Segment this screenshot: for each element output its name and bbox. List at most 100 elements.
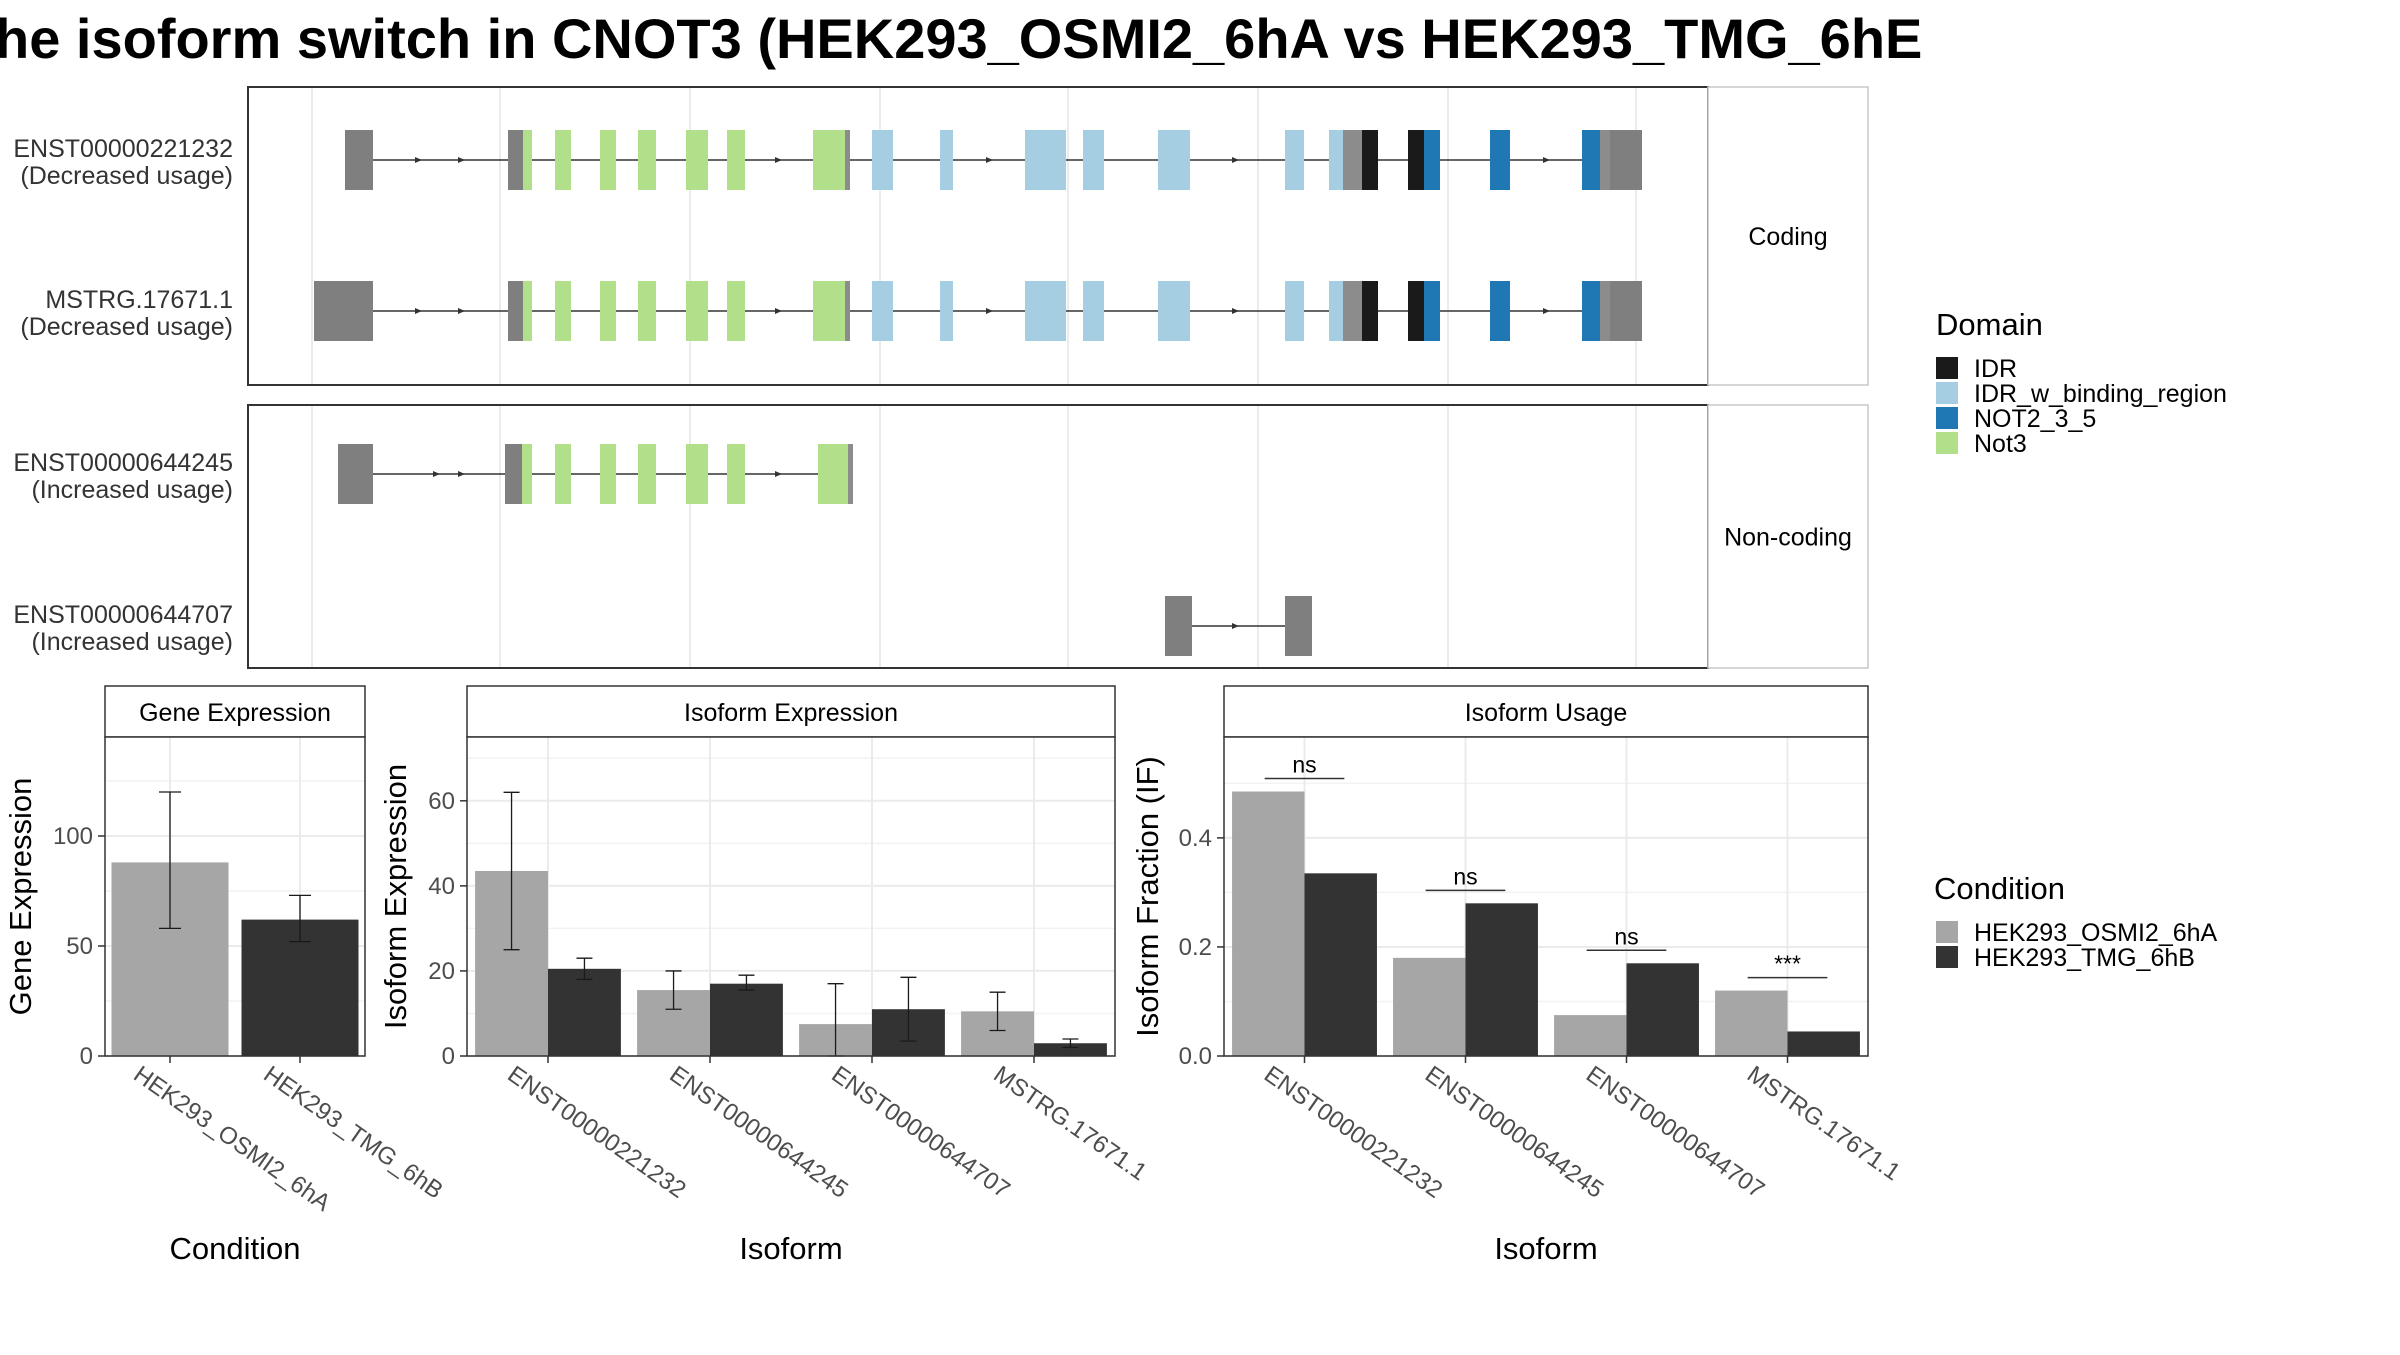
transcript-usage-label: (Decreased usage) [20,162,233,190]
domain-legend-key [1936,357,1958,379]
transcript-usage-label: (Increased usage) [31,476,233,504]
exon [1083,130,1104,190]
strand-arrow [458,157,465,163]
domain-legend-key [1936,407,1958,429]
exon [1408,130,1424,190]
x-tick-label: ENST00000644245 [665,1061,853,1204]
y-tick-label: 40 [428,873,455,900]
bar [1465,903,1538,1056]
y-tick-label: 0.2 [1179,934,1212,961]
exon [1343,281,1362,341]
bar [1626,963,1699,1056]
domain-legend-label: IDR_w_binding_region [1974,380,2227,408]
strand-arrow [1232,157,1239,163]
exon [1424,281,1440,341]
chart-strip [466,685,1116,738]
bar [1715,990,1788,1056]
y-axis-title: Gene Expression [3,778,38,1016]
domain-legend-key [1936,382,1958,404]
exon [1600,130,1610,190]
exon [338,444,373,504]
condition-legend-key [1936,946,1958,968]
strand-arrow [415,157,422,163]
chart-1: Isoform Expression 0 20 40 60 ENST00000221232… [378,685,1152,1266]
exon [523,281,532,341]
facet-strip-label: Coding [1748,223,1827,251]
transcript-id-label: MSTRG.17671.1 [45,286,233,314]
exon [1408,281,1424,341]
significance-label: ns [1614,923,1638,949]
x-tick-label: ENST00000221232 [1259,1061,1447,1204]
chart-border [466,736,1116,1057]
exon [600,130,616,190]
exon [1329,130,1343,190]
strand-arrow [458,471,465,477]
exon [1285,130,1304,190]
exon [1600,281,1610,341]
x-tick-label: ENST00000644707 [827,1061,1015,1204]
exon [522,444,532,504]
domain-legend-label: IDR [1974,355,2017,383]
exon [1424,130,1440,190]
y-tick-label: 0.4 [1179,825,1212,852]
exon [845,130,850,190]
bar [1304,873,1377,1056]
y-tick-label: 0.0 [1179,1043,1212,1070]
exon [1582,130,1600,190]
x-axis-title: Isoform [1494,1231,1597,1266]
bar [1393,957,1466,1056]
bar [710,983,783,1056]
exon [638,444,656,504]
exon [1610,130,1642,190]
exon [555,444,571,504]
condition-legend-label: HEK293_OSMI2_6hA [1974,919,2218,947]
strand-arrow [415,308,422,314]
strand-arrow [458,308,465,314]
strand-arrow [433,471,440,477]
chart-title: Gene Expression [139,699,331,727]
facet-strip [1707,86,1869,386]
exon [1362,130,1378,190]
exon [345,130,373,190]
strand-arrow [1232,308,1239,314]
exon [508,130,523,190]
strand-arrow [775,157,782,163]
strand-arrow [1232,623,1239,629]
x-axis-title: Condition [170,1231,301,1266]
exon [523,130,532,190]
domain-legend-key [1936,432,1958,454]
exon [1582,281,1600,341]
y-tick-label: 20 [428,958,455,985]
chart-title: Isoform Usage [1465,699,1628,727]
expression-charts: Gene Expression050100HEK293_OSMI2_6hAHEK… [3,685,1905,1266]
exon [555,281,571,341]
exon [1490,130,1510,190]
chart-strip [104,685,366,738]
transcript-panel-bg [247,86,1709,386]
exon [940,130,953,190]
condition-legend-title: Condition [1934,871,2065,906]
transcript-panel-bg [247,404,1709,669]
domain-legend-label: NOT2_3_5 [1974,405,2096,433]
exon [813,130,845,190]
exon [638,281,656,341]
exon [1329,281,1343,341]
exon [508,281,523,341]
exon [848,444,853,504]
x-tick-label: ENST00000644707 [1581,1061,1769,1204]
y-tick-label: 60 [428,788,455,815]
exon [1083,281,1104,341]
exon [1025,281,1066,341]
y-axis-title: Isoform Expression [378,764,413,1029]
domain-legend: Domain IDRIDR_w_binding_regionNOT2_3_5No… [1936,307,2227,458]
exon [872,130,893,190]
x-axis-title: Isoform [739,1231,842,1266]
exon [818,444,848,504]
y-axis-title: Isoform Fraction (IF) [1130,756,1165,1037]
transcript-usage-label: (Decreased usage) [20,313,233,341]
strand-arrow [1543,308,1550,314]
x-tick-label: ENST00000221232 [503,1061,691,1204]
y-tick-label: 100 [53,823,93,850]
exon [940,281,953,341]
